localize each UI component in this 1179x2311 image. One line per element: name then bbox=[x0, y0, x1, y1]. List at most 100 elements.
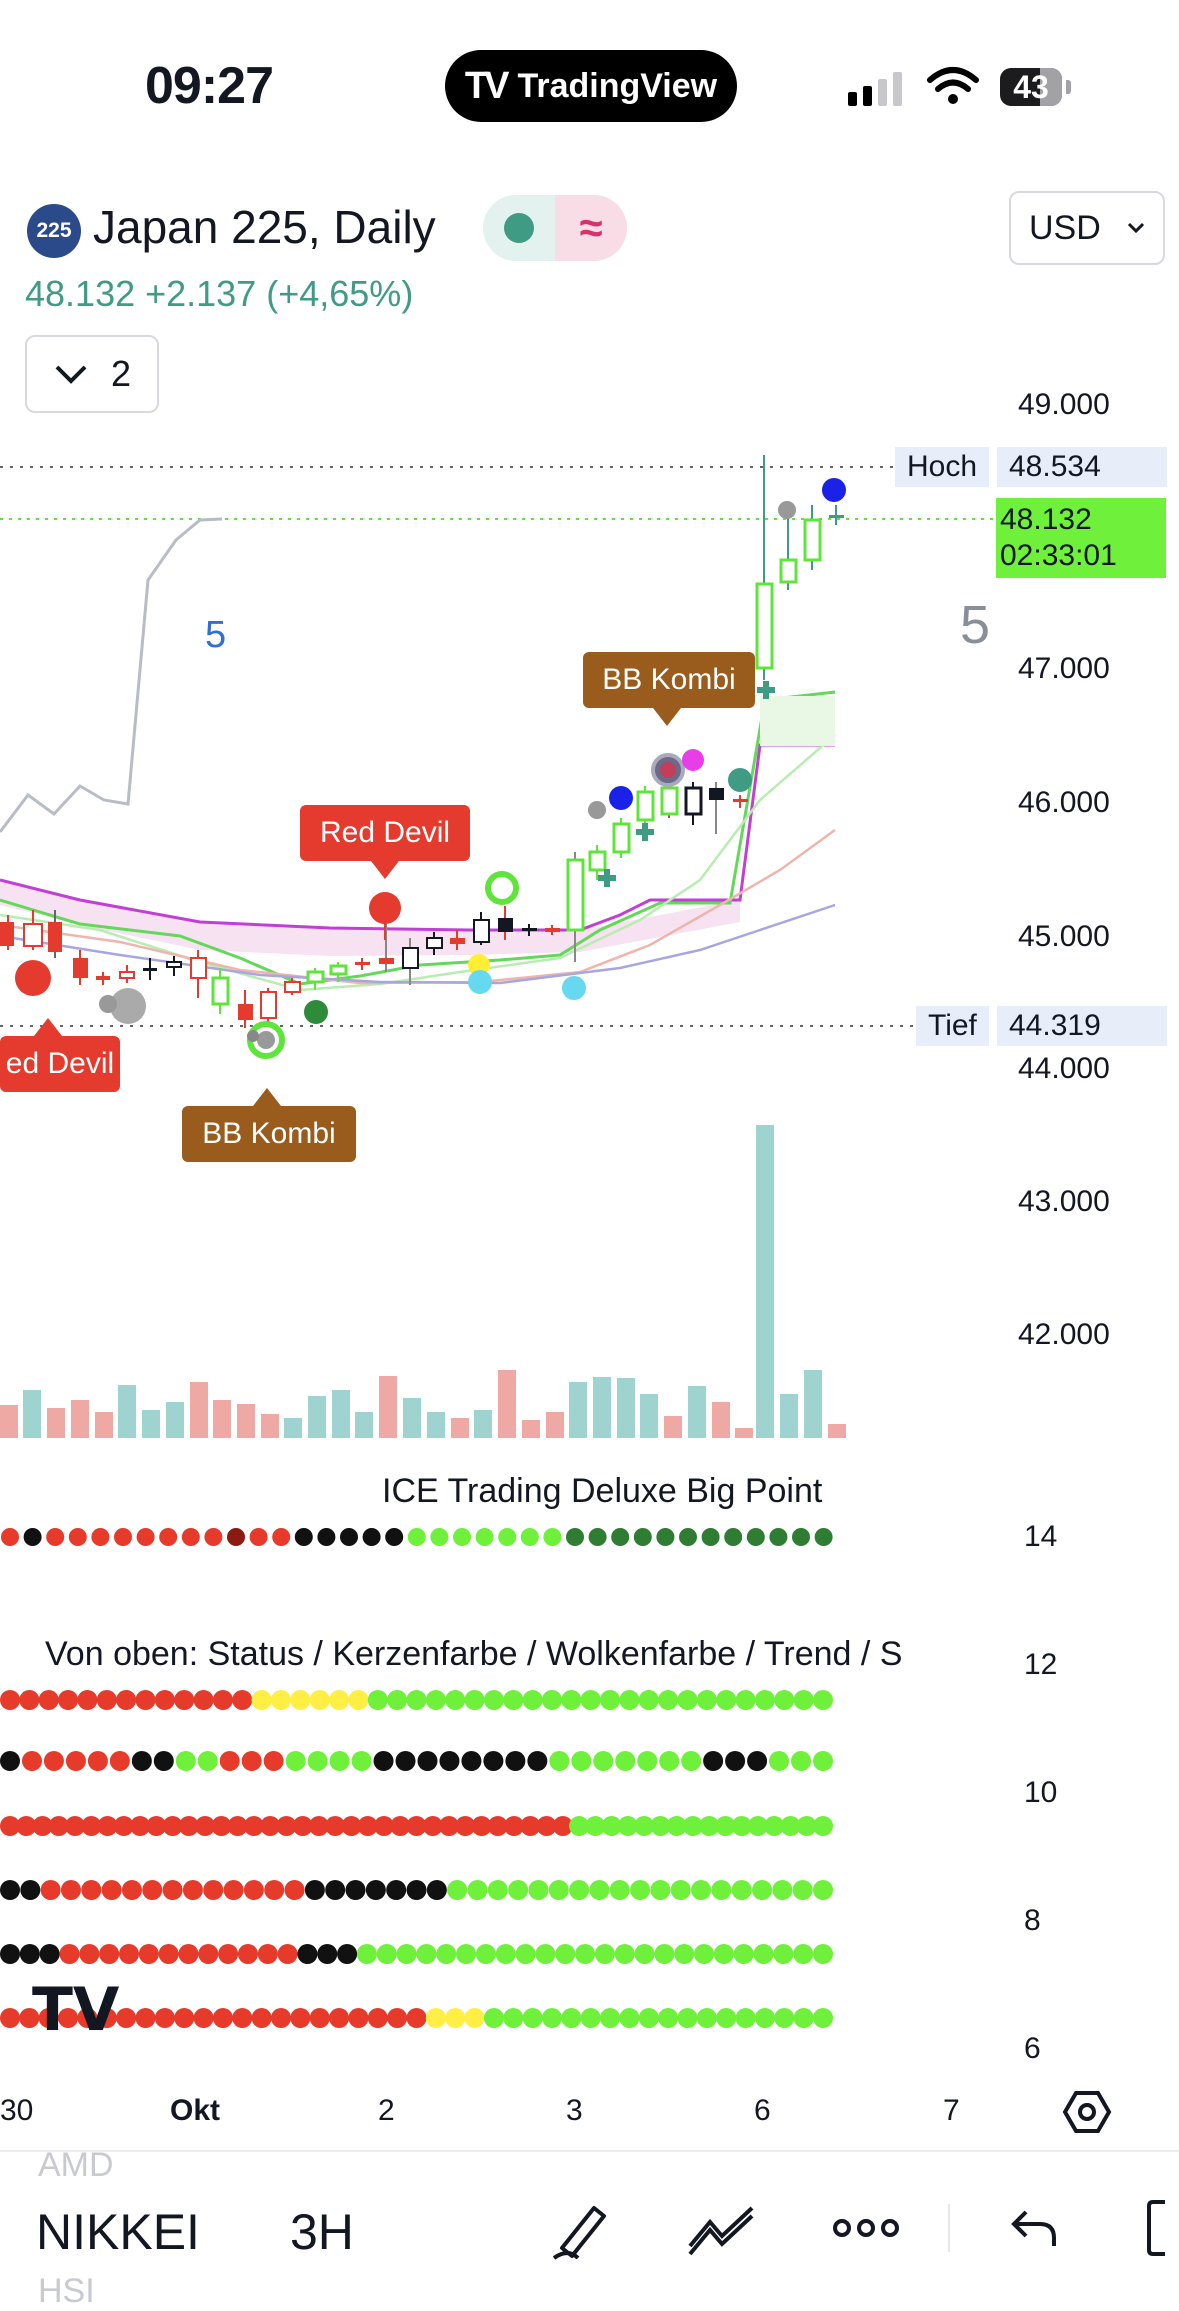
fullscreen-icon[interactable] bbox=[1145, 2196, 1179, 2260]
price-axis-label: 49.000 bbox=[1018, 388, 1110, 421]
status-dot bbox=[136, 1528, 155, 1546]
status-dot bbox=[425, 1690, 446, 1710]
status-dot bbox=[746, 1528, 765, 1546]
status-dot bbox=[585, 1816, 606, 1836]
approx-toggle[interactable]: ≈ bbox=[555, 195, 627, 261]
status-dot bbox=[237, 1944, 258, 1964]
undo-icon[interactable] bbox=[1010, 2206, 1058, 2250]
status-dot bbox=[406, 2008, 427, 2028]
market-status-toggle[interactable] bbox=[483, 195, 555, 261]
symbol-button[interactable]: NIKKEI bbox=[36, 2204, 200, 2260]
status-dot bbox=[483, 1751, 504, 1771]
status-dot bbox=[445, 2008, 466, 2028]
status-dot-rows bbox=[0, 1690, 833, 2028]
indicator-collapse-button[interactable]: 2 bbox=[25, 335, 159, 413]
status-dot bbox=[218, 1944, 239, 1964]
currency-select[interactable]: USD bbox=[1009, 191, 1165, 265]
status-dot bbox=[471, 1816, 492, 1836]
status-dot bbox=[681, 1751, 702, 1771]
interval-button[interactable]: 3H bbox=[290, 2204, 354, 2260]
drawing-pen-icon[interactable] bbox=[548, 2198, 612, 2262]
symbol-badge[interactable]: 225 bbox=[27, 204, 81, 258]
time-axis-label: 2 bbox=[378, 2094, 395, 2127]
price-axis-label: 46.000 bbox=[1018, 786, 1110, 819]
candlesticks bbox=[0, 455, 844, 1028]
tradingview-pill[interactable]: TV TradingView bbox=[445, 50, 737, 122]
price-chart[interactable]: TV bbox=[0, 0, 1179, 2150]
oscillator-scale-label: 14 bbox=[1024, 1520, 1058, 1553]
status-dot bbox=[290, 1690, 311, 1710]
status-dot bbox=[483, 2008, 504, 2028]
status-dot bbox=[146, 1816, 167, 1836]
chevron-down-icon bbox=[1127, 222, 1145, 234]
status-dot bbox=[520, 1816, 541, 1836]
status-dot bbox=[543, 1528, 562, 1546]
status-dot bbox=[503, 2008, 524, 2028]
oscillator-scale-label: 8 bbox=[1024, 1904, 1041, 1937]
status-dot bbox=[407, 1528, 426, 1546]
status-dot bbox=[367, 2008, 388, 2028]
status-dot bbox=[114, 1528, 132, 1546]
status-dot bbox=[362, 1528, 381, 1546]
status-dot bbox=[696, 2008, 717, 2028]
tradingview-pill-label: TradingView bbox=[517, 66, 718, 105]
status-dot bbox=[138, 1944, 159, 1964]
status-dot bbox=[716, 1690, 737, 1710]
status-dot bbox=[264, 1880, 285, 1900]
status-dot bbox=[16, 1816, 37, 1836]
status-dot bbox=[659, 1751, 680, 1771]
status-dot bbox=[19, 2008, 40, 2028]
more-icon[interactable] bbox=[832, 2216, 900, 2240]
status-dot bbox=[212, 2008, 233, 2028]
indicator-count: 2 bbox=[110, 353, 132, 394]
settings-hex-icon bbox=[1062, 2091, 1112, 2133]
watchlist-next-symbol[interactable]: HSI bbox=[38, 2272, 95, 2310]
status-dot bbox=[487, 1816, 508, 1836]
time-axis-label: 3 bbox=[566, 2094, 583, 2127]
status-dot bbox=[317, 1944, 338, 1964]
high-tag-value: 48.534 bbox=[997, 447, 1167, 487]
status-dot bbox=[121, 1880, 142, 1900]
indicator-toggles[interactable]: ≈ bbox=[483, 195, 627, 261]
status-dot bbox=[773, 1944, 794, 1964]
status-dot bbox=[711, 1880, 732, 1900]
status-dot bbox=[243, 1880, 264, 1900]
status-dot bbox=[716, 2008, 737, 2028]
status-dot bbox=[272, 1528, 291, 1546]
status-dot bbox=[542, 2008, 562, 2028]
symbol-title[interactable]: Japan 225, Daily bbox=[93, 201, 436, 253]
status-dot bbox=[552, 1816, 573, 1836]
status-dot bbox=[181, 1528, 200, 1546]
status-dot bbox=[638, 1690, 659, 1710]
callout-pointer bbox=[34, 1018, 62, 1036]
trend-line-icon[interactable] bbox=[686, 2202, 758, 2258]
status-dot bbox=[522, 1690, 543, 1710]
status-dot bbox=[670, 1880, 691, 1900]
price-change-line: 48.132 +2.137 (+4,65%) bbox=[25, 273, 414, 314]
status-dot bbox=[0, 1944, 20, 1964]
price-axis-label: 45.000 bbox=[1018, 920, 1110, 953]
signal-markers bbox=[15, 478, 846, 1059]
status-dot bbox=[619, 1690, 640, 1710]
status-dot bbox=[193, 1690, 214, 1710]
tv-watermark-icon: TV bbox=[32, 1975, 120, 2045]
status-dot bbox=[694, 1944, 715, 1964]
status-dot bbox=[219, 1751, 240, 1771]
watchlist-prev-symbol[interactable]: AMD bbox=[38, 2146, 114, 2184]
status-dot bbox=[351, 1751, 372, 1771]
tradingview-logo-icon: TV bbox=[464, 64, 510, 107]
status-dot bbox=[59, 1944, 80, 1964]
status-dot bbox=[813, 1751, 833, 1771]
status-dot bbox=[195, 1816, 216, 1836]
status-dot bbox=[515, 1944, 536, 1964]
status-dot bbox=[337, 1944, 358, 1964]
status-dot bbox=[561, 1690, 582, 1710]
status-dot bbox=[58, 2008, 79, 2028]
status-dot bbox=[65, 1751, 86, 1771]
status-dot bbox=[769, 1751, 790, 1771]
comparison-line bbox=[0, 517, 223, 833]
status-dot bbox=[385, 1528, 404, 1546]
status-dot bbox=[679, 1528, 697, 1546]
status-dot bbox=[48, 1816, 69, 1836]
status-dot bbox=[65, 1816, 86, 1836]
